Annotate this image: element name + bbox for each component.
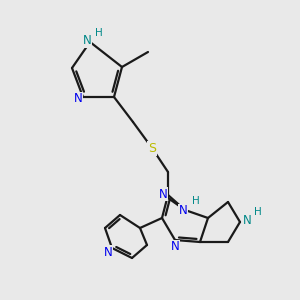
Text: N: N [159,188,167,200]
Text: N: N [82,34,91,47]
Text: N: N [171,241,179,254]
Text: N: N [178,205,188,218]
Text: N: N [243,214,251,227]
Text: N: N [103,245,112,259]
Text: H: H [254,207,262,217]
Text: N: N [74,92,82,106]
Text: H: H [192,196,200,206]
Text: S: S [148,142,156,154]
Text: H: H [95,28,103,38]
